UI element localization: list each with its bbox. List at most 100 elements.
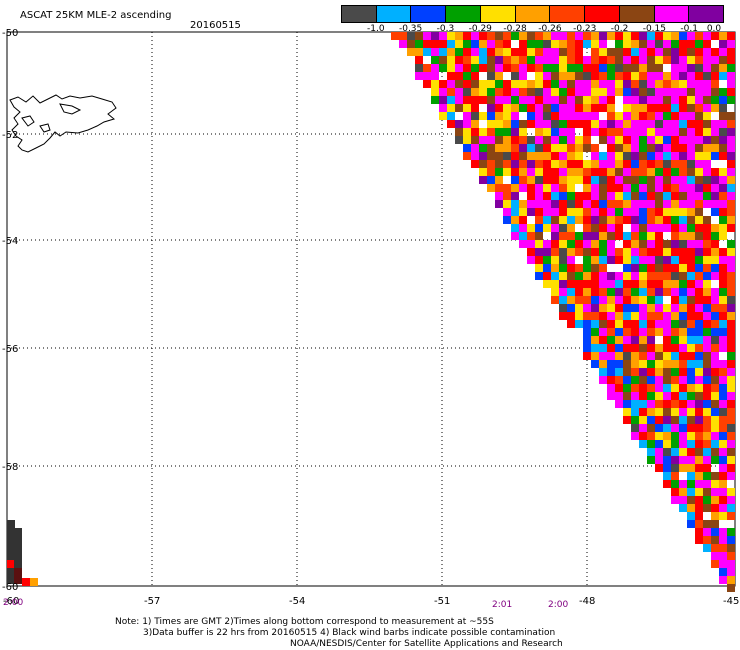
wind-cell bbox=[687, 296, 695, 304]
wind-cell bbox=[647, 40, 655, 48]
longitude-label: -51 bbox=[434, 596, 450, 607]
wind-cell bbox=[607, 368, 615, 376]
wind-cell bbox=[615, 136, 623, 144]
wind-cell bbox=[559, 48, 567, 56]
wind-cell bbox=[719, 344, 727, 352]
colorbar-swatch bbox=[654, 6, 690, 22]
wind-cell bbox=[679, 240, 687, 248]
wind-cell bbox=[679, 360, 687, 368]
wind-cell bbox=[535, 160, 543, 168]
wind-cell bbox=[695, 240, 703, 248]
wind-cell bbox=[607, 328, 615, 336]
wind-cell bbox=[623, 320, 631, 328]
wind-cell bbox=[671, 424, 679, 432]
wind-cell bbox=[647, 248, 655, 256]
wind-cell bbox=[719, 568, 727, 576]
wind-cell bbox=[599, 152, 607, 160]
wind-cell bbox=[687, 216, 695, 224]
wind-cell bbox=[679, 136, 687, 144]
wind-cell bbox=[727, 416, 735, 424]
wind-cell bbox=[703, 344, 711, 352]
wind-cell bbox=[679, 440, 687, 448]
wind-cell bbox=[631, 104, 639, 112]
wind-cell bbox=[663, 424, 671, 432]
wind-cell bbox=[631, 248, 639, 256]
wind-cell bbox=[647, 336, 655, 344]
wind-cell bbox=[567, 136, 575, 144]
wind-cell bbox=[703, 480, 711, 488]
wind-cell bbox=[663, 256, 671, 264]
wind-cell bbox=[511, 160, 519, 168]
wind-cell bbox=[639, 296, 647, 304]
wind-cell bbox=[551, 296, 559, 304]
wind-cell bbox=[591, 208, 599, 216]
wind-cell bbox=[615, 336, 623, 344]
wind-cell bbox=[679, 464, 687, 472]
wind-cell bbox=[687, 136, 695, 144]
longitude-label: -54 bbox=[289, 596, 305, 607]
wind-cell bbox=[519, 128, 527, 136]
wind-cell bbox=[719, 192, 727, 200]
wind-cell bbox=[711, 400, 719, 408]
wind-cell bbox=[599, 104, 607, 112]
wind-cell bbox=[695, 464, 703, 472]
wind-cell bbox=[599, 32, 607, 40]
wind-cell bbox=[599, 136, 607, 144]
wind-cell bbox=[727, 80, 735, 88]
wind-cell bbox=[575, 240, 583, 248]
wind-cell bbox=[615, 40, 623, 48]
wind-cell bbox=[727, 216, 735, 224]
wind-cell bbox=[607, 32, 615, 40]
wind-cell bbox=[535, 192, 543, 200]
wind-cell bbox=[711, 408, 719, 416]
wind-cell bbox=[639, 360, 647, 368]
wind-cell bbox=[519, 48, 527, 56]
wind-cell bbox=[535, 48, 543, 56]
wind-cell bbox=[543, 40, 551, 48]
wind-cell bbox=[703, 192, 711, 200]
wind-cell bbox=[655, 280, 663, 288]
wind-cell bbox=[695, 432, 703, 440]
wind-cell bbox=[623, 176, 631, 184]
wind-cell bbox=[599, 288, 607, 296]
wind-cell bbox=[511, 32, 519, 40]
wind-cell bbox=[487, 160, 495, 168]
wind-cell bbox=[551, 80, 559, 88]
wind-cell bbox=[591, 160, 599, 168]
wind-cell bbox=[695, 480, 703, 488]
wind-cell bbox=[495, 128, 503, 136]
wind-cell bbox=[671, 32, 679, 40]
wind-cell bbox=[495, 72, 503, 80]
wind-cell bbox=[687, 312, 695, 320]
wind-cell bbox=[535, 272, 543, 280]
wind-cell bbox=[647, 264, 655, 272]
wind-cell bbox=[687, 424, 695, 432]
wind-cell bbox=[687, 368, 695, 376]
wind-cell bbox=[607, 272, 615, 280]
wind-cell bbox=[727, 360, 735, 368]
wind-cell bbox=[503, 120, 511, 128]
wind-cell bbox=[727, 208, 735, 216]
wind-cell bbox=[535, 240, 543, 248]
wind-cell bbox=[655, 304, 663, 312]
wind-cell bbox=[647, 328, 655, 336]
wind-cell bbox=[679, 248, 687, 256]
wind-cell bbox=[447, 112, 455, 120]
wind-cell bbox=[711, 272, 719, 280]
wind-cell bbox=[639, 216, 647, 224]
wind-cell bbox=[695, 416, 703, 424]
wind-cell bbox=[7, 528, 15, 536]
wind-cell bbox=[727, 192, 735, 200]
wind-cell bbox=[647, 72, 655, 80]
wind-cell bbox=[695, 208, 703, 216]
wind-cell bbox=[575, 216, 583, 224]
wind-cell bbox=[639, 56, 647, 64]
wind-cell bbox=[647, 288, 655, 296]
wind-cell bbox=[567, 32, 575, 40]
latitude-label: -50 bbox=[2, 28, 18, 39]
wind-cell bbox=[719, 216, 727, 224]
wind-cell bbox=[727, 264, 735, 272]
wind-cell bbox=[695, 344, 703, 352]
wind-cell bbox=[655, 288, 663, 296]
wind-cell bbox=[631, 80, 639, 88]
